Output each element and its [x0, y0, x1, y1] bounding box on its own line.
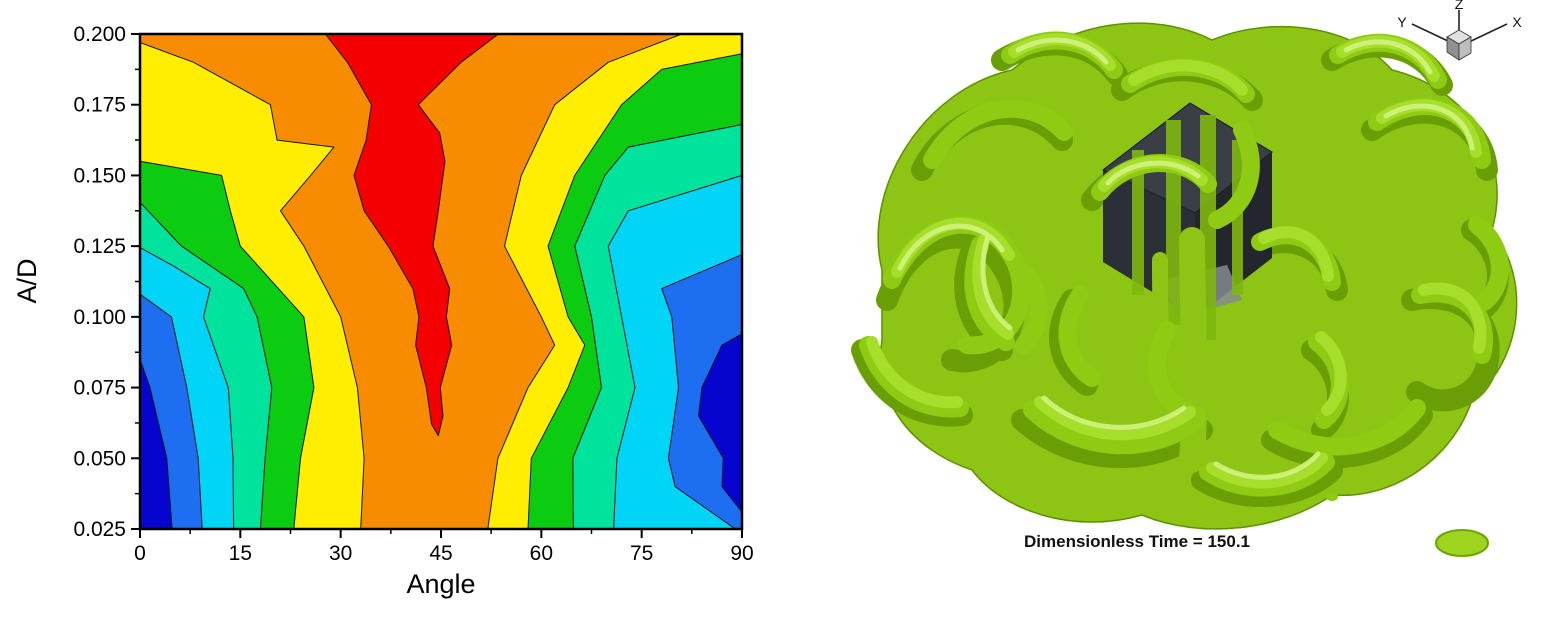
y-tick-label: 0.150 [73, 164, 126, 187]
y-tick-label: 0.050 [73, 447, 126, 470]
axis-ticks [131, 33, 743, 538]
x-tick-label: 0 [134, 542, 146, 565]
y-tick-label: 0.075 [73, 377, 126, 400]
y-tick-label: 0.200 [73, 23, 126, 46]
x-tick-label: 45 [429, 542, 452, 565]
x-axis-title: Angle [406, 569, 475, 599]
isosurface-panel: Y Z X Dimensionless Time = 150.1 [772, 0, 1544, 618]
axis-triad: Y Z X [1397, 0, 1522, 61]
x-tick-label: 30 [329, 542, 352, 565]
x-tick-label: 75 [630, 542, 653, 565]
contour-plot-panel: 0 15 30 45 60 75 90 0.200 0.175 0.150 0.125 0.100 0.… [12, 23, 754, 599]
y-tick-label: 0.125 [73, 235, 126, 258]
contour-plot: 0 15 30 45 60 75 90 0.200 0.175 0.150 0.125 0.100 0.… [12, 23, 754, 599]
vortex-isosurface-illustration [851, 22, 1518, 557]
triad-z-label: Z [1455, 0, 1464, 12]
dimensionless-time-caption: Dimensionless Time = 150.1 [1024, 532, 1250, 551]
tiny-vortex-speck [1002, 490, 1008, 494]
x-tick-label: 15 [229, 542, 252, 565]
x-tick-label: 90 [730, 542, 753, 565]
contour-bands [139, 33, 743, 530]
contour-band-red-ridge [324, 33, 499, 437]
contour-band-navy-right [698, 333, 743, 513]
y-axis-title: A/D [12, 258, 42, 303]
small-vortex-speck [1326, 493, 1338, 501]
triad-y-label: Y [1397, 14, 1407, 30]
y-tick-label: 0.175 [73, 94, 126, 117]
triad-cube-right [1458, 36, 1472, 61]
x-tick-label: 60 [530, 542, 553, 565]
y-tick-label: 0.025 [73, 518, 126, 541]
y-tick-label: 0.100 [73, 306, 126, 329]
detached-vortex-blob [1435, 529, 1489, 557]
axis-tick-labels: 0 15 30 45 60 75 90 0.200 0.175 0.150 0.125 0.100 0.… [73, 23, 753, 565]
triad-x-label: X [1512, 14, 1522, 30]
vortex-visualization: Y Z X Dimensionless Time = 150.1 [851, 0, 1522, 557]
